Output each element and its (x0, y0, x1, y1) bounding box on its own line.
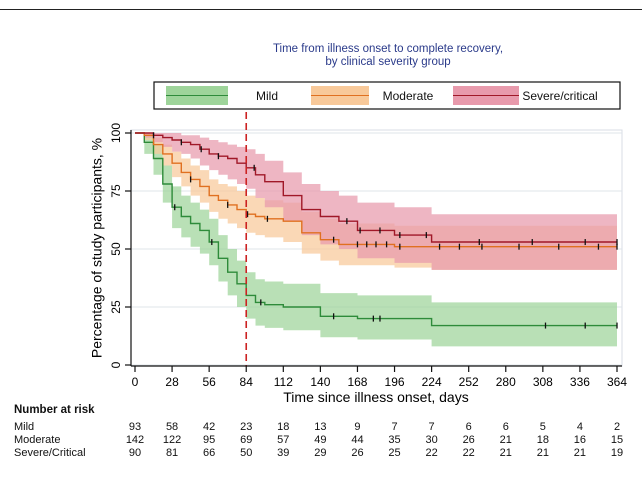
risk-cell: 6 (465, 421, 472, 433)
legend-label: Mild (256, 89, 278, 103)
risk-cell: 22 (462, 447, 475, 459)
y-tick-label: 75 (109, 184, 123, 198)
risk-cell: 21 (499, 434, 512, 446)
y-tick-label: 25 (109, 300, 123, 314)
ci-band (135, 133, 617, 347)
risk-cell: 21 (499, 447, 512, 459)
x-tick-label: 224 (422, 375, 442, 389)
risk-cell: 26 (462, 434, 475, 446)
x-axis-label: Time since illness onset, days (283, 389, 468, 405)
risk-cell: 44 (351, 434, 364, 446)
risk-cell: 23 (240, 421, 253, 433)
x-tick-label: 112 (274, 375, 293, 389)
risk-cell: 2 (613, 421, 621, 433)
risk-cell: 122 (162, 434, 182, 446)
x-tick-label: 280 (496, 375, 516, 389)
x-tick-label: 196 (385, 375, 405, 389)
x-tick-label: 168 (347, 375, 367, 389)
risk-cell: 30 (425, 434, 438, 446)
risk-cell: 26 (351, 447, 364, 459)
risk-cell: 35 (388, 434, 401, 446)
survival-line (135, 132, 617, 327)
censor-marks (152, 132, 618, 329)
legend-frame (153, 81, 621, 110)
legend-label: Severe/critical (522, 89, 597, 103)
chart-title-line: by clinical severity group (325, 56, 450, 68)
chart-legend: Mild Moderate Severe/critical (153, 81, 621, 110)
risk-cell: 22 (425, 447, 438, 459)
top-rule (0, 9, 642, 10)
y-tick-label: 100 (109, 123, 123, 143)
x-tick-label: 28 (165, 375, 179, 389)
risk-cell: 57 (277, 434, 290, 446)
risk-cell: 50 (240, 447, 253, 459)
axes: 0 25 50 75 100 0 28 56 84 112 140 168 196 224 252 280 30… (89, 123, 628, 405)
risk-cell: 42 (203, 421, 216, 433)
x-tick-label: 336 (570, 375, 590, 389)
x-tick-label: 84 (240, 375, 254, 389)
risk-cell: 6 (502, 421, 509, 433)
risk-cell: 16 (573, 434, 587, 446)
risk-cell: 49 (314, 434, 327, 446)
risk-cell: 21 (573, 447, 587, 459)
risk-cell: 39 (277, 447, 290, 459)
x-tick-label: 252 (459, 375, 479, 389)
risk-row-label: Moderate (14, 434, 61, 446)
risk-cell: 66 (203, 447, 216, 459)
risk-cell: 7 (428, 421, 435, 433)
x-tick-label: 364 (607, 375, 627, 389)
risk-cell: 95 (203, 434, 216, 446)
x-tick-label: 308 (533, 375, 553, 389)
risk-cell: 9 (354, 421, 361, 433)
risk-cell: 18 (277, 421, 290, 433)
chart-title-line: Time from illness onset to complete reco… (273, 43, 503, 55)
risk-row-label: Severe/Critical (14, 447, 86, 459)
risk-cell: 5 (539, 421, 546, 433)
legend-label: Moderate (383, 89, 434, 103)
x-tick-label: 56 (202, 375, 216, 389)
risk-cell: 15 (610, 434, 624, 446)
risk-cell: 13 (314, 421, 327, 433)
risk-cell: 93 (128, 421, 142, 433)
y-tick-label: 0 (109, 361, 123, 368)
risk-cell: 29 (314, 447, 327, 459)
risk-cell: 19 (610, 447, 624, 459)
risk-cell: 4 (576, 421, 583, 433)
risk-row-label: Mild (14, 421, 35, 433)
risk-cell: 21 (536, 447, 549, 459)
x-tick-label: 0 (132, 375, 139, 389)
risk-cell: 90 (128, 447, 142, 459)
risk-cell: 7 (391, 421, 398, 433)
x-tick-label: 140 (310, 375, 330, 389)
y-tick-label: 50 (109, 242, 123, 256)
risk-cell: 69 (240, 434, 253, 446)
risk-cell: 81 (165, 447, 179, 459)
risk-cell: 142 (125, 434, 145, 446)
y-axis-label: Percentage of study participants, % (89, 138, 105, 358)
risk-cell: 25 (388, 447, 401, 459)
risk-cell: 58 (165, 421, 179, 433)
chart-title: Time from illness onset to complete reco… (273, 43, 503, 68)
risk-cell: 18 (536, 434, 549, 446)
risk-table-title: Number at risk (14, 404, 95, 416)
